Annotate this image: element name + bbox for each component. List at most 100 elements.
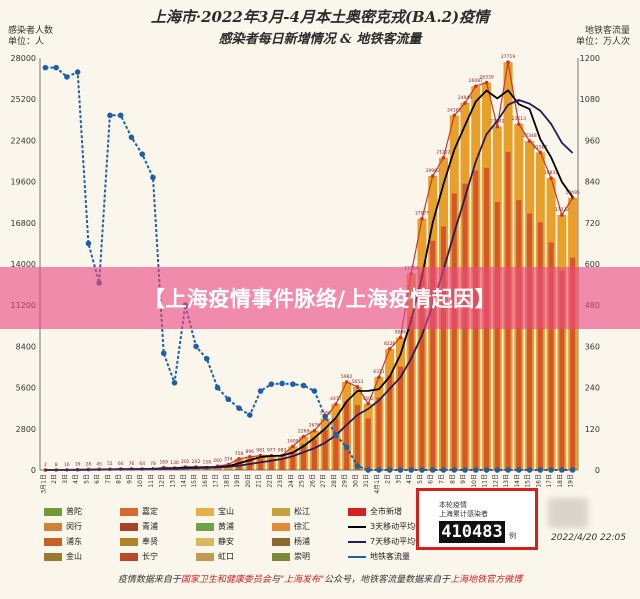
x-tick-label: 21日 bbox=[256, 474, 263, 488]
legend-label: 普陀 bbox=[66, 507, 82, 516]
bar-inner bbox=[397, 366, 403, 470]
footer-mid1: 与 bbox=[270, 575, 280, 585]
y-tick-label: 2800 bbox=[16, 425, 36, 434]
legend-swatch bbox=[272, 537, 290, 546]
x-tick-label: 28日 bbox=[331, 474, 338, 488]
x-tick-label: 12日 bbox=[159, 474, 166, 488]
legend-item: 黄浦 bbox=[196, 521, 234, 532]
y-tick-label: 8400 bbox=[16, 342, 36, 351]
left-axis-label-line2: 单位：人 bbox=[8, 37, 45, 47]
daily-new-point bbox=[484, 80, 489, 85]
daily-new-point bbox=[452, 113, 457, 118]
metro-flow-point bbox=[247, 412, 253, 418]
x-tick-label: 24日 bbox=[288, 474, 295, 488]
x-tick-label: 29日 bbox=[342, 474, 349, 488]
data-label: 5982 bbox=[341, 374, 353, 380]
y2-tick-label: 960 bbox=[585, 136, 600, 145]
data-label: 21222 bbox=[436, 150, 450, 156]
daily-new-point bbox=[420, 216, 424, 221]
bar-inner bbox=[301, 443, 307, 470]
metro-flow-point bbox=[74, 69, 81, 75]
legend-label: 静安 bbox=[218, 537, 234, 546]
x-tick-label: 31日 bbox=[363, 474, 370, 488]
data-label: 6311 bbox=[373, 369, 385, 375]
x-tick-label: 20日 bbox=[245, 474, 252, 488]
bar-inner bbox=[440, 226, 447, 470]
footer-source-metro: 上海地铁官方微博 bbox=[450, 575, 523, 585]
total-cases-box: 本轮疫情 上海累计感染者 410483 例 bbox=[416, 488, 538, 550]
y2-tick-label: 1080 bbox=[580, 95, 600, 104]
legend-item: 青浦 bbox=[120, 521, 158, 532]
x-tick-label: 2日 bbox=[385, 474, 392, 484]
legend-label: 崇明 bbox=[294, 552, 310, 561]
data-label: 21582 bbox=[533, 144, 547, 150]
daily-new-point bbox=[527, 139, 532, 143]
x-tick-label: 18日 bbox=[557, 474, 564, 488]
legend-label: 奉贤 bbox=[142, 537, 158, 546]
legend-label: 杨浦 bbox=[294, 537, 310, 546]
legend-swatch bbox=[44, 522, 62, 531]
metro-flow-point bbox=[150, 174, 156, 181]
metro-flow-point bbox=[214, 384, 221, 391]
metro-flow-point bbox=[117, 112, 124, 119]
daily-new-point bbox=[248, 455, 252, 459]
legend-item: 徐汇 bbox=[272, 521, 310, 532]
x-tick-label: 19日 bbox=[568, 474, 575, 488]
x-tick-label: 10日 bbox=[137, 474, 144, 488]
bar-inner bbox=[344, 401, 350, 470]
x-tick-label: 4月1日 bbox=[374, 474, 381, 494]
total-cases-number: 410483 bbox=[439, 521, 505, 543]
right-axis-label: 地铁客流量 单位：万人次 bbox=[576, 26, 630, 48]
bar-inner bbox=[430, 240, 436, 470]
qr-code-icon bbox=[548, 498, 588, 528]
legend-item: 7天移动平均值 bbox=[348, 536, 423, 547]
data-label: 896 bbox=[246, 449, 255, 455]
metro-flow-point bbox=[354, 463, 361, 469]
legend-item: 崇明 bbox=[272, 551, 310, 562]
daily-new-point bbox=[344, 380, 349, 384]
data-label: 983 bbox=[278, 448, 287, 454]
daily-new-point bbox=[430, 174, 435, 178]
metro-flow-point bbox=[257, 388, 264, 394]
metro-flow-point bbox=[236, 405, 242, 412]
metro-flow-point bbox=[290, 381, 296, 387]
footer-source-nhc: 国家卫生和健康委员会 bbox=[180, 575, 271, 585]
legend-item: 金山 bbox=[44, 551, 82, 562]
x-tick-label: 16日 bbox=[202, 474, 209, 488]
legend-item: 松江 bbox=[272, 506, 310, 517]
legend-item: 地铁客流量 bbox=[348, 551, 410, 562]
bar-inner bbox=[570, 257, 576, 470]
metro-flow-point bbox=[53, 64, 59, 71]
metro-flow-point bbox=[279, 380, 285, 387]
data-label: 64 bbox=[139, 461, 145, 467]
data-label: 51 bbox=[107, 461, 113, 467]
legend-item: 奉贤 bbox=[120, 536, 158, 547]
metro-flow-point bbox=[333, 432, 339, 438]
daily-new-point bbox=[387, 347, 392, 351]
data-label: 27719 bbox=[501, 54, 515, 60]
bar-inner bbox=[290, 451, 296, 470]
data-label: 202 bbox=[181, 459, 190, 465]
data-label: 977 bbox=[267, 448, 276, 454]
x-tick-label: 26日 bbox=[309, 474, 316, 488]
bar-inner bbox=[527, 213, 533, 471]
data-label: 26330 bbox=[479, 75, 493, 81]
y2-tick-label: 840 bbox=[585, 178, 600, 187]
legend-swatch bbox=[44, 537, 62, 546]
data-label: 23342 bbox=[490, 119, 504, 125]
legend-label: 长宁 bbox=[142, 552, 158, 561]
data-label: 758 bbox=[235, 451, 244, 457]
data-source-footer: 疫情数据来自于国家卫生和健康委员会与"上海发布"公众号，地铁客流量数据来自于上海… bbox=[0, 572, 640, 585]
right-axis-label-line2: 单位：万人次 bbox=[575, 37, 630, 47]
y-tick-label: 16800 bbox=[11, 219, 36, 228]
daily-new-point bbox=[301, 434, 306, 439]
metro-flow-point bbox=[268, 381, 275, 387]
legend-label: 宝山 bbox=[218, 507, 234, 516]
bar-inner bbox=[559, 271, 565, 470]
y-tick-label: 28000 bbox=[11, 54, 36, 63]
bar-inner bbox=[516, 200, 522, 470]
x-tick-label: 14日 bbox=[514, 474, 521, 488]
x-tick-label: 5日 bbox=[417, 474, 424, 484]
metro-flow-point bbox=[193, 343, 199, 350]
x-tick-label: 12日 bbox=[492, 474, 499, 488]
